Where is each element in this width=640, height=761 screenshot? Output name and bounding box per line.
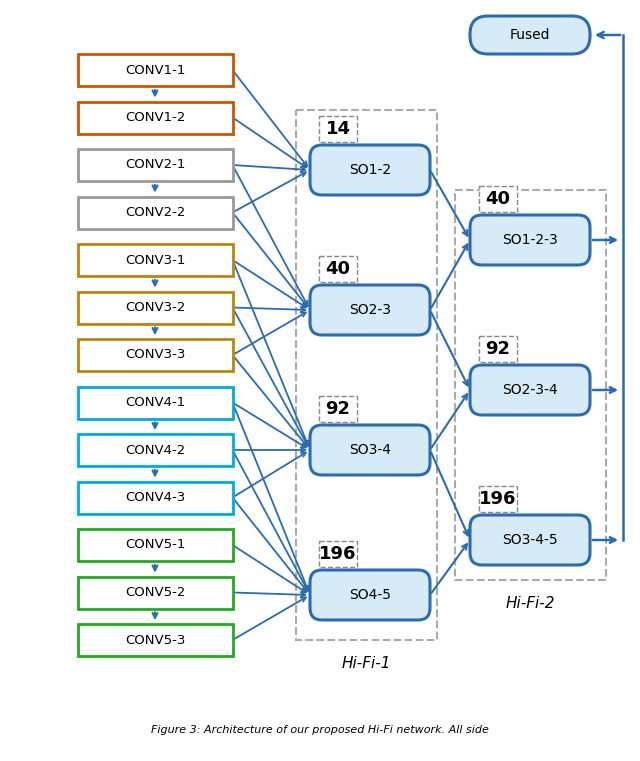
Bar	[77, 482, 232, 514]
Text: 196: 196	[319, 545, 356, 563]
Text: CONV2-1: CONV2-1	[125, 158, 185, 171]
Text: 40: 40	[486, 190, 511, 208]
FancyBboxPatch shape	[310, 570, 430, 620]
Text: CONV3-2: CONV3-2	[125, 301, 185, 314]
Text: 14: 14	[326, 120, 351, 138]
Bar	[319, 396, 357, 422]
Bar	[77, 624, 232, 656]
Bar	[77, 387, 232, 419]
Bar	[479, 336, 517, 362]
Text: SO1-2-3: SO1-2-3	[502, 233, 558, 247]
Text: CONV5-2: CONV5-2	[125, 586, 185, 599]
FancyBboxPatch shape	[470, 365, 590, 415]
Text: 40: 40	[326, 260, 351, 278]
Text: 196: 196	[479, 490, 516, 508]
Bar	[296, 110, 437, 640]
Text: CONV3-1: CONV3-1	[125, 253, 185, 266]
Text: SO2-3-4: SO2-3-4	[502, 383, 558, 397]
Text: CONV4-2: CONV4-2	[125, 444, 185, 457]
Text: Fused: Fused	[509, 28, 550, 42]
Text: SO3-4: SO3-4	[349, 443, 391, 457]
Bar	[77, 196, 232, 228]
Text: CONV2-2: CONV2-2	[125, 206, 185, 219]
FancyBboxPatch shape	[310, 145, 430, 195]
Text: 92: 92	[486, 340, 511, 358]
Bar	[77, 244, 232, 276]
Bar	[77, 291, 232, 323]
Bar	[77, 101, 232, 133]
Text: SO1-2: SO1-2	[349, 163, 391, 177]
Bar	[77, 529, 232, 561]
Bar	[77, 339, 232, 371]
Text: SO2-3: SO2-3	[349, 303, 391, 317]
Bar	[319, 541, 357, 567]
Text: CONV4-1: CONV4-1	[125, 396, 185, 409]
Bar	[77, 54, 232, 86]
Bar	[479, 486, 517, 512]
Bar	[77, 434, 232, 466]
Text: CONV3-3: CONV3-3	[125, 349, 185, 361]
Text: Hi-Fi-1: Hi-Fi-1	[342, 656, 391, 671]
Text: Figure 3: Architecture of our proposed Hi-Fi network. All side: Figure 3: Architecture of our proposed H…	[151, 725, 489, 735]
Bar	[455, 190, 606, 580]
Bar	[77, 149, 232, 181]
Text: SO3-4-5: SO3-4-5	[502, 533, 558, 547]
FancyBboxPatch shape	[310, 425, 430, 475]
FancyBboxPatch shape	[470, 16, 590, 54]
FancyBboxPatch shape	[470, 515, 590, 565]
Text: CONV5-1: CONV5-1	[125, 539, 185, 552]
FancyBboxPatch shape	[310, 285, 430, 335]
Text: CONV4-3: CONV4-3	[125, 491, 185, 504]
Text: CONV5-3: CONV5-3	[125, 633, 185, 647]
Text: 92: 92	[326, 400, 351, 418]
Text: CONV1-2: CONV1-2	[125, 111, 185, 124]
Bar	[319, 256, 357, 282]
Text: SO4-5: SO4-5	[349, 588, 391, 602]
Bar	[479, 186, 517, 212]
Bar	[319, 116, 357, 142]
Text: CONV1-1: CONV1-1	[125, 63, 185, 77]
Bar	[77, 577, 232, 609]
FancyBboxPatch shape	[470, 215, 590, 265]
Text: Hi-Fi-2: Hi-Fi-2	[506, 596, 556, 611]
